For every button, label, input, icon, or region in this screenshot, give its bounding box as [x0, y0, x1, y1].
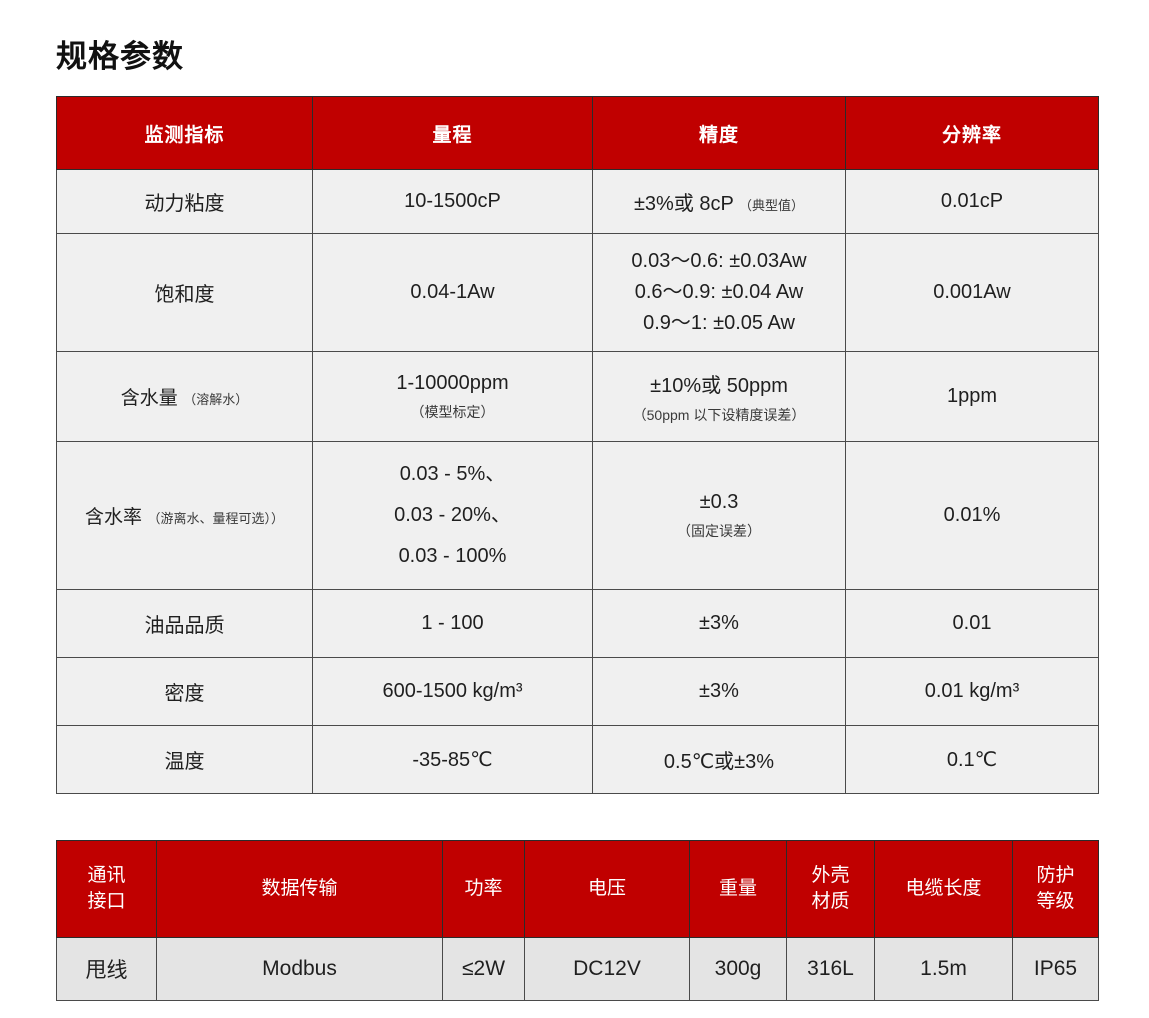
column-header-comm-interface: 通讯 接口 — [56, 840, 157, 938]
cell-metric: 饱和度 — [56, 233, 313, 352]
header-line: 接口 — [87, 891, 126, 912]
cell-range: 1-10000ppm （模型标定） — [312, 351, 593, 442]
accuracy-value: ±0.3 — [699, 490, 739, 513]
header-line: 等级 — [1036, 891, 1075, 912]
cell-resolution: 0.01 kg/m³ — [845, 657, 1099, 726]
column-header-data-transmission: 数据传输 — [156, 840, 443, 938]
cell-accuracy: 0.5℃或±3% — [592, 725, 846, 794]
cell-range: -35-85℃ — [312, 725, 593, 794]
metric-value: 含水率 — [84, 507, 142, 528]
cell-weight: 300g — [689, 937, 787, 1001]
cell-metric: 油品品质 — [56, 589, 313, 658]
table-row: 含水率 （游离水、量程可选）） 0.03 - 5%、 0.03 - 20%、 0… — [56, 441, 1099, 590]
specification-table: 监测指标 量程 精度 分辨率 动力粘度 10-1500cP ±3%或 8cP （… — [56, 96, 1099, 794]
cell-metric: 密度 — [56, 657, 313, 726]
table-row: 饱和度 0.04-1Aw 0.03～0.6: ±0.03Aw 0.6～0.9: … — [56, 233, 1099, 352]
cell-protection-level: IP65 — [1012, 937, 1099, 1001]
column-header-resolution: 分辨率 — [845, 96, 1099, 170]
accuracy-note: （固定误差） — [677, 522, 761, 539]
table-row: 密度 600-1500 kg/m³ ±3% 0.01 kg/m³ — [56, 657, 1099, 726]
accuracy-note: （50ppm 以下设精度误差） — [632, 406, 806, 423]
cell-accuracy: ±3% — [592, 657, 846, 726]
cell-accuracy: 0.03～0.6: ±0.03Aw 0.6～0.9: ±0.04 Aw 0.9～… — [592, 233, 846, 352]
cell-resolution: 0.01 — [845, 589, 1099, 658]
header-line-stack: 通讯 接口 — [59, 863, 154, 914]
header-line-stack: 防护 等级 — [1015, 863, 1096, 914]
range-line: 0.03 - 20%、 — [394, 504, 511, 526]
range-line: 0.03 - 100% — [398, 545, 507, 567]
column-header-accuracy: 精度 — [592, 96, 846, 170]
header-line: 防护 — [1036, 865, 1075, 887]
cell-range: 0.03 - 5%、 0.03 - 20%、 0.03 - 100% — [312, 441, 593, 590]
cell-accuracy: ±10%或 50ppm （50ppm 以下设精度误差） — [592, 351, 846, 442]
range-note: （模型标定） — [410, 403, 495, 420]
table-row: 油品品质 1 - 100 ±3% 0.01 — [56, 589, 1099, 658]
range-value: 1-10000ppm — [396, 371, 509, 394]
accuracy-line: 0.03～0.6: ±0.03Aw — [631, 250, 807, 272]
cell-accuracy: ±0.3 （固定误差） — [592, 441, 846, 590]
cell-cable-length: 1.5m — [874, 937, 1013, 1001]
cell-resolution: 0.001Aw — [845, 233, 1099, 352]
column-header-cable-length: 电缆长度 — [874, 840, 1013, 938]
cell-power: ≤2W — [442, 937, 525, 1001]
cell-resolution: 0.01cP — [845, 169, 1099, 234]
cell-voltage: DC12V — [524, 937, 690, 1001]
column-header-power: 功率 — [442, 840, 525, 938]
range-line: 0.03 - 5%、 — [399, 463, 506, 485]
accuracy-value: ±10%或 50ppm — [650, 374, 788, 397]
column-header-shell-material: 外壳 材质 — [786, 840, 875, 938]
header-line-stack: 外壳 材质 — [789, 863, 872, 914]
accuracy-note: （典型值） — [739, 198, 805, 213]
table-header-row: 监测指标 量程 精度 分辨率 — [56, 96, 1099, 170]
accuracy-value: ±3%或 8cP — [633, 193, 734, 215]
page-title: 规格参数 — [56, 39, 184, 74]
accuracy-line: 0.6～0.9: ±0.04 Aw — [634, 281, 804, 303]
cell-range: 0.04-1Aw — [312, 233, 593, 352]
cell-resolution: 0.01% — [845, 441, 1099, 590]
cell-data-transmission: Modbus — [156, 937, 443, 1001]
accuracy-line-list: 0.03～0.6: ±0.03Aw 0.6～0.9: ±0.04 Aw 0.9～… — [599, 246, 839, 339]
cell-comm-interface: 甩线 — [56, 937, 157, 1001]
metric-value: 含水量 — [120, 388, 178, 409]
cell-range: 600-1500 kg/m³ — [312, 657, 593, 726]
header-line: 通讯 — [87, 865, 126, 887]
cell-accuracy: ±3%或 8cP （典型值） — [592, 169, 846, 234]
cell-range: 1 - 100 — [312, 589, 593, 658]
interface-value-row: 甩线 Modbus ≤2W DC12V 300g 316L 1.5m IP65 — [56, 937, 1099, 1001]
cell-resolution: 1ppm — [845, 351, 1099, 442]
metric-note: （游离水、量程可选）） — [147, 511, 285, 526]
metric-note: （溶解水） — [183, 392, 249, 407]
cell-metric: 含水量 （溶解水） — [56, 351, 313, 442]
interface-specification-table: 通讯 接口 数据传输 功率 电压 重量 外壳 材质 电缆长度 防 — [56, 840, 1099, 1001]
table-row: 含水量 （溶解水） 1-10000ppm （模型标定） ±10%或 50ppm … — [56, 351, 1099, 442]
cell-metric: 动力粘度 — [56, 169, 313, 234]
accuracy-line: 0.9～1: ±0.05 Aw — [643, 312, 795, 334]
table-row: 温度 -35-85℃ 0.5℃或±3% 0.1℃ — [56, 725, 1099, 794]
table-row: 动力粘度 10-1500cP ±3%或 8cP （典型值） 0.01cP — [56, 169, 1099, 234]
cell-shell-material: 316L — [786, 937, 875, 1001]
header-line: 外壳 — [811, 865, 850, 887]
header-line: 材质 — [811, 891, 850, 912]
cell-metric: 含水率 （游离水、量程可选）） — [56, 441, 313, 590]
cell-resolution: 0.1℃ — [845, 725, 1099, 794]
column-header-protection-level: 防护 等级 — [1012, 840, 1099, 938]
cell-range: 10-1500cP — [312, 169, 593, 234]
column-header-range: 量程 — [312, 96, 593, 170]
column-header-voltage: 电压 — [524, 840, 690, 938]
interface-header-row: 通讯 接口 数据传输 功率 电压 重量 外壳 材质 电缆长度 防 — [56, 840, 1099, 938]
range-line-list: 0.03 - 5%、 0.03 - 20%、 0.03 - 100% — [319, 454, 586, 577]
column-header-weight: 重量 — [689, 840, 787, 938]
column-header-metric: 监测指标 — [56, 96, 313, 170]
cell-accuracy: ±3% — [592, 589, 846, 658]
cell-metric: 温度 — [56, 725, 313, 794]
